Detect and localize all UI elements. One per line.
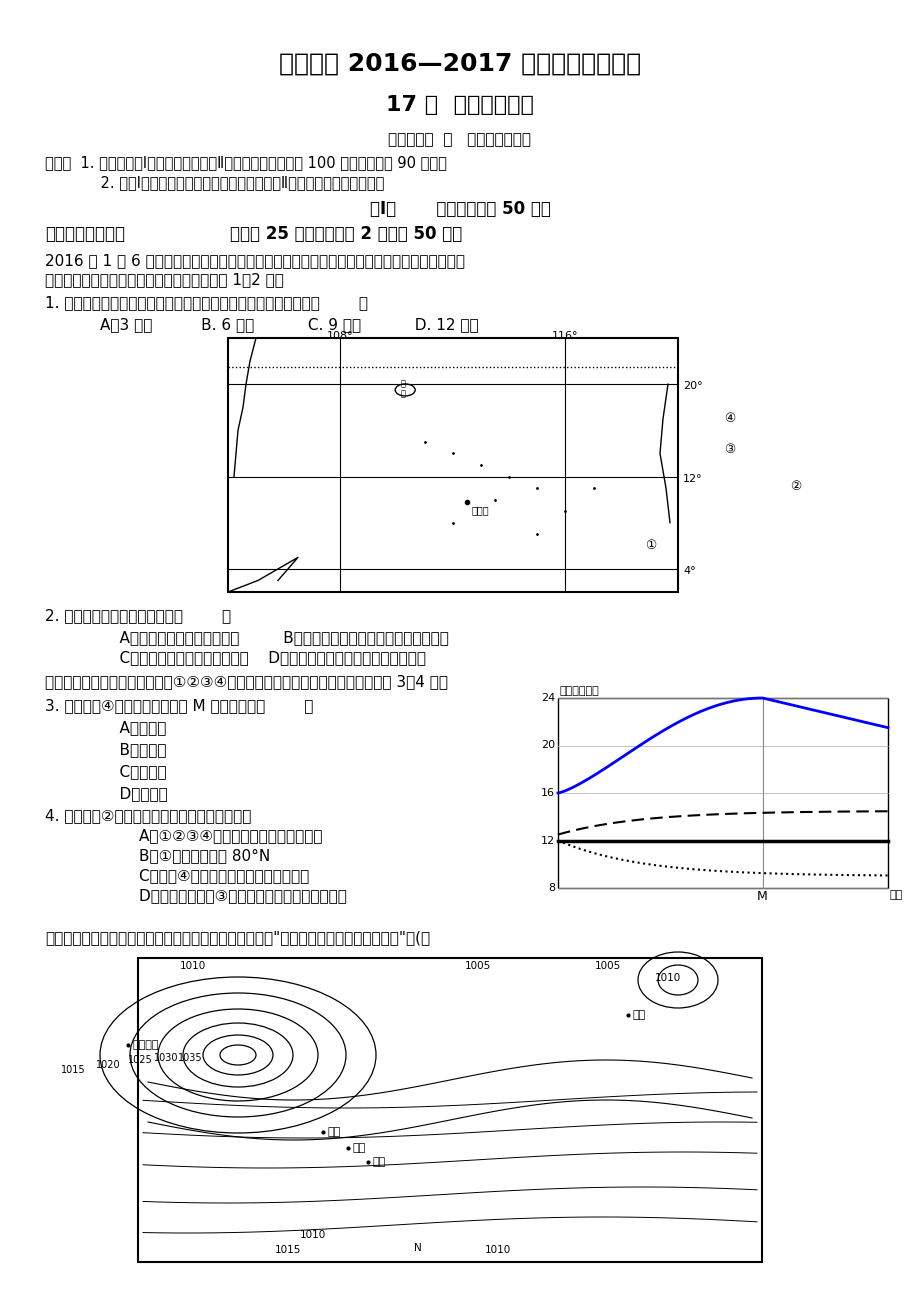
Text: 16: 16: [540, 788, 554, 798]
Text: 1025: 1025: [128, 1055, 153, 1065]
Text: 1. 永暑礁机场建设者在一年中看到正午太阳在北方的时间大约是（        ）: 1. 永暑礁机场建设者在一年中看到正午太阳在北方的时间大约是（ ）: [45, 296, 368, 310]
Text: ④: ④: [723, 411, 734, 424]
Bar: [558, 698, 887, 888]
Text: 东京: 东京: [632, 1010, 645, 1019]
Text: 4. 假如地点②位于北半球，以下说法正确的是（: 4. 假如地点②位于北半球，以下说法正确的是（: [45, 809, 251, 823]
Text: 郑州一中 2016—2017 学年上期期中考试: 郑州一中 2016—2017 学年上期期中考试: [278, 52, 641, 76]
Text: 2016 年 1 月 6 日，中国两架民航客机先后从海南省海口市美兰机场起飞，成功试飞南沙永暑礁: 2016 年 1 月 6 日，中国两架民航客机先后从海南省海口市美兰机场起飞，成…: [45, 253, 464, 268]
Text: 24: 24: [540, 693, 554, 703]
Text: C．一年中大部分时间昼长夜短    D．太阳辐射强烈，天气多变，多雷暴: C．一年中大部分时间昼长夜短 D．太阳辐射强烈，天气多变，多雷暴: [100, 650, 425, 665]
Text: N: N: [414, 1243, 422, 1253]
Text: 下图表示一年中某段时间，全球①②③④四个不同地点昼长的变化规律，读图回答 3～4 题。: 下图表示一年中某段时间，全球①②③④四个不同地点昼长的变化规律，读图回答 3～4…: [45, 674, 448, 689]
Text: 1015: 1015: [61, 1065, 85, 1075]
Text: 乌兰巴托: 乌兰巴托: [133, 1040, 159, 1049]
Text: M: M: [756, 891, 767, 904]
Text: 3. 假如地点④位于北半球，图中 M 点代表的是（        ）: 3. 假如地点④位于北半球，图中 M 点代表的是（ ）: [45, 698, 313, 713]
Text: 108°: 108°: [327, 331, 354, 341]
Text: A．春分日: A．春分日: [100, 720, 166, 736]
Text: 郑州: 郑州: [353, 1143, 366, 1154]
Text: 1035: 1035: [177, 1053, 202, 1062]
Text: 116°: 116°: [551, 331, 578, 341]
Text: C．地点④在一年之中，有极昼极夜现象: C．地点④在一年之中，有极昼极夜现象: [100, 868, 309, 883]
Text: 20: 20: [540, 741, 554, 750]
Text: D．图示期间地点③的正午太阳高度先减少后增大: D．图示期间地点③的正午太阳高度先减少后增大: [100, 888, 346, 904]
Text: 一、单项选择题：: 一、单项选择题：: [45, 225, 125, 243]
Text: 命题人：李  爽   审题人：刘英丽: 命题人：李 爽 审题人：刘英丽: [388, 132, 531, 147]
Text: ①: ①: [644, 539, 655, 552]
Text: 4°: 4°: [682, 566, 695, 575]
Text: 12°: 12°: [682, 474, 702, 483]
Text: 合肥: 合肥: [372, 1157, 386, 1167]
Text: 17 届  高三地理试题: 17 届 高三地理试题: [386, 95, 533, 115]
Text: 本题共 25 小题，每小题 2 分，共 50 分。: 本题共 25 小题，每小题 2 分，共 50 分。: [230, 225, 461, 243]
Text: 2. 将第Ⅰ卷的答案代表字母涂在答题卡上，第Ⅱ卷的答案写在答题卷上。: 2. 将第Ⅰ卷的答案代表字母涂在答题卡上，第Ⅱ卷的答案写在答题卷上。: [45, 174, 384, 190]
Text: 北京: 北京: [328, 1128, 341, 1137]
Text: C．秋分日: C．秋分日: [100, 764, 166, 779]
Text: ③: ③: [723, 443, 734, 456]
Text: 1005: 1005: [464, 961, 491, 971]
Text: B．夏至日: B．夏至日: [100, 742, 166, 756]
Text: D．冬至日: D．冬至日: [100, 786, 167, 801]
Text: B．①地点可能位于 80°N: B．①地点可能位于 80°N: [100, 848, 270, 863]
Text: 1010: 1010: [300, 1230, 325, 1240]
Text: 海
口: 海 口: [401, 379, 405, 398]
Text: 第Ⅰ卷       （选择题，共 50 分）: 第Ⅰ卷 （选择题，共 50 分）: [369, 201, 550, 217]
Text: 1015: 1015: [275, 1245, 301, 1255]
Text: ②: ②: [789, 479, 800, 492]
Text: 12: 12: [540, 836, 554, 845]
Text: 新建机场。下图为永暑礁位置略图，读图回答 1～2 题。: 新建机场。下图为永暑礁位置略图，读图回答 1～2 题。: [45, 272, 284, 286]
Text: 8: 8: [548, 883, 554, 893]
Text: 1010: 1010: [484, 1245, 511, 1255]
Text: 昼长（小时）: 昼长（小时）: [560, 686, 599, 697]
Text: 1010: 1010: [654, 973, 680, 983]
Text: 1010: 1010: [180, 961, 206, 971]
Text: A．①②③④的纬度排序，正好从高到低: A．①②③④的纬度排序，正好从高到低: [100, 828, 323, 842]
Text: 等压线分布图是判断大范围天气形势的重要依据。下图为"世界某区域海平面等压线分布"图(单: 等压线分布图是判断大范围天气形势的重要依据。下图为"世界某区域海平面等压线分布"…: [45, 930, 430, 945]
Text: 1020: 1020: [96, 1060, 120, 1070]
Text: 日期: 日期: [889, 891, 902, 900]
Text: 1005: 1005: [595, 961, 620, 971]
Text: 2. 有关永暑礁的叙述正确的是（        ）: 2. 有关永暑礁的叙述正确的是（ ）: [45, 608, 231, 622]
Text: 1030: 1030: [153, 1053, 178, 1062]
Text: 永暑礁: 永暑礁: [471, 505, 488, 516]
Bar: [138, 958, 761, 1262]
Text: A．太阳直射的时间超过半年         B．一年中有三个月太阳从东北方向升起: A．太阳直射的时间超过半年 B．一年中有三个月太阳从东北方向升起: [100, 630, 448, 644]
Text: 20°: 20°: [682, 381, 702, 391]
Text: A．3 个月          B. 6 个月           C. 9 个月           D. 12 个月: A．3 个月 B. 6 个月 C. 9 个月 D. 12 个月: [100, 316, 478, 332]
Text: 说明：  1. 本试卷分第Ⅰ卷（选择题）和第Ⅱ卷（非选择题）满分 100 分，考试时间 90 分钟。: 说明： 1. 本试卷分第Ⅰ卷（选择题）和第Ⅱ卷（非选择题）满分 100 分，考试…: [45, 155, 447, 171]
Bar: [228, 339, 677, 592]
